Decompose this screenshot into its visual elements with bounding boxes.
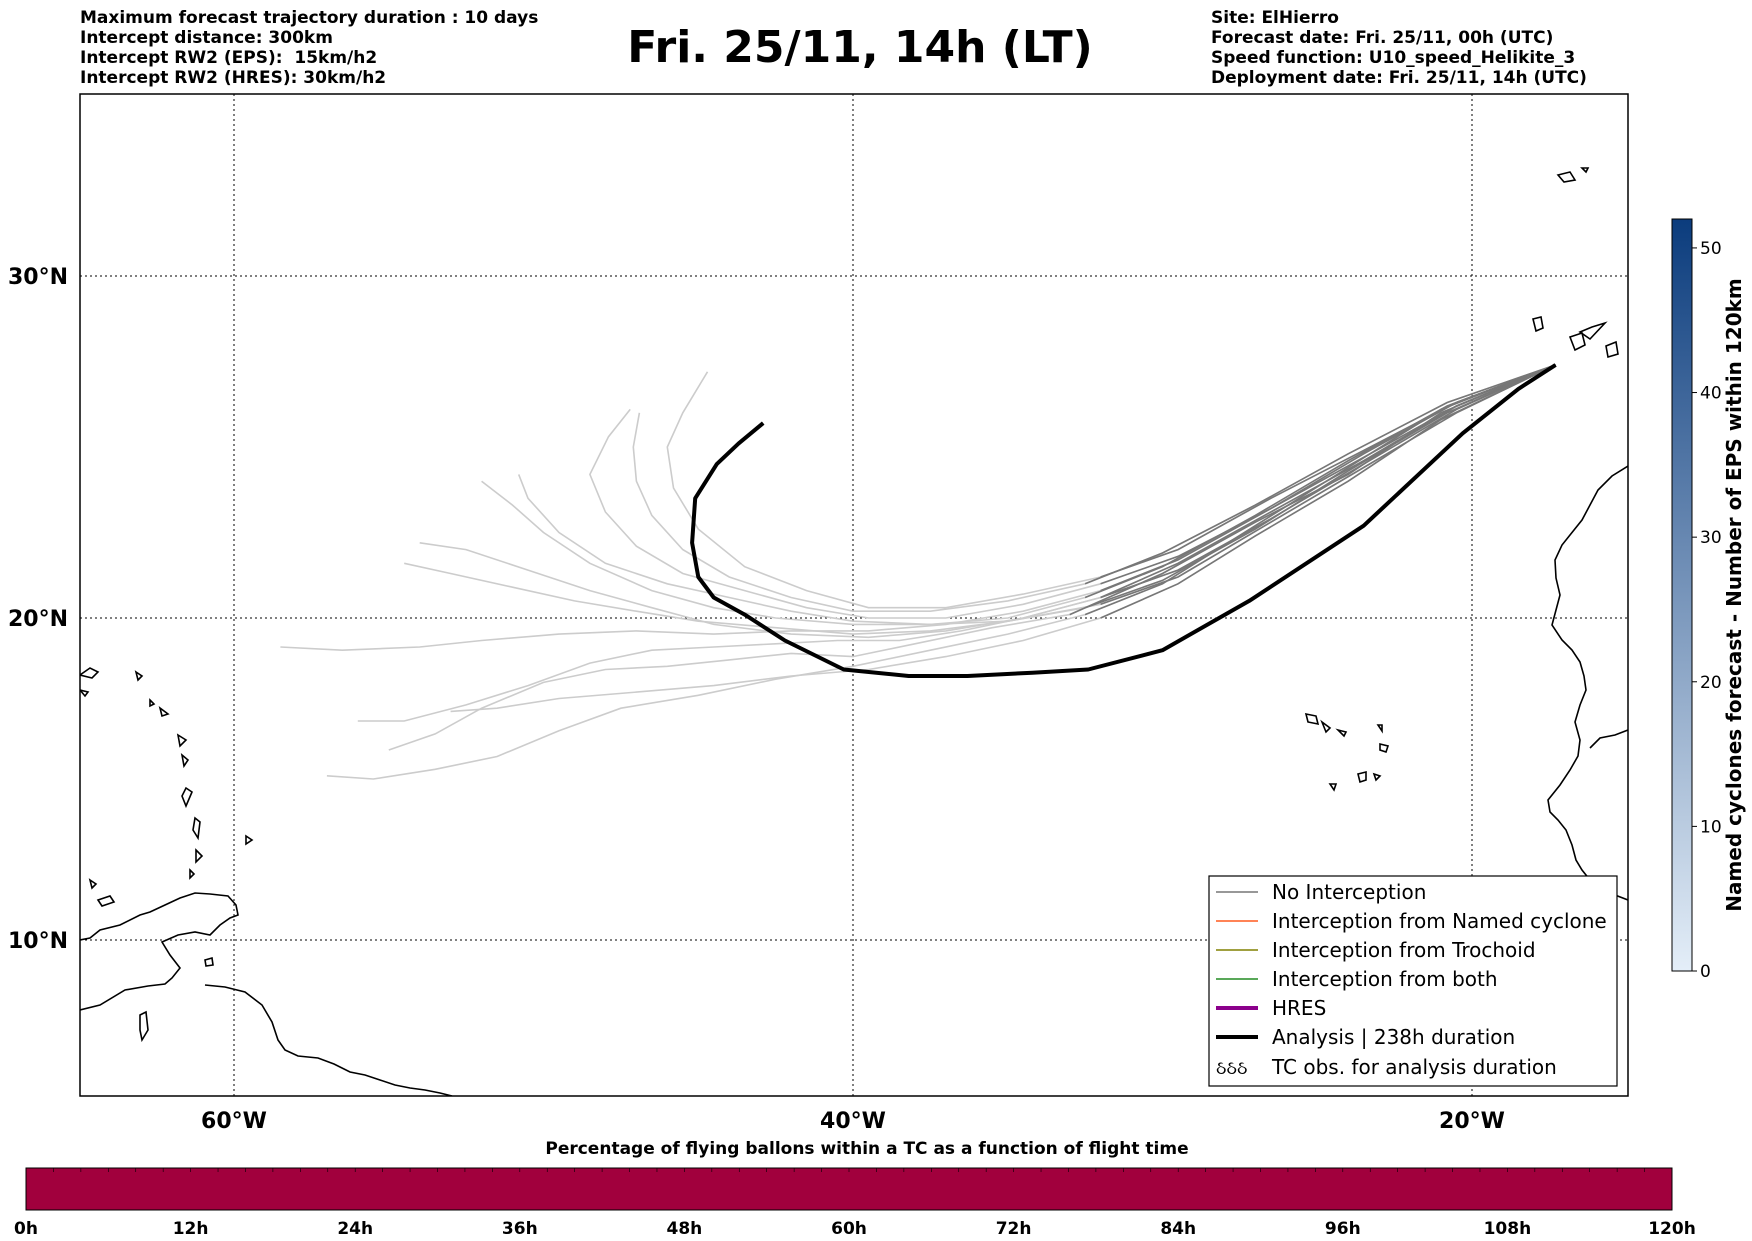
map-frame (79, 93, 1629, 1097)
colorbar-tick-label: 50 (1700, 239, 1722, 259)
percentage-bar-tick-label: 24h (337, 1219, 373, 1239)
antilles-island (176, 733, 188, 748)
colorbar-gradient (1671, 218, 1693, 972)
africa-coast (1547, 465, 1628, 901)
legend-label-tc-obs: TC obs. for analysis duration (1271, 1055, 1557, 1079)
percentage-bar-tick-label: 96h (1325, 1219, 1361, 1239)
lat-tick-label: 30°N (8, 265, 68, 290)
lat-tick-label: 10°N (8, 929, 68, 954)
colorbar-ticks: 0 10 20 30 40 50 (1692, 239, 1722, 982)
legend-label-both: Interception from both (1272, 967, 1498, 991)
lon-tick-label: 60°W (201, 1109, 267, 1134)
percentage-bar-tick-label: 84h (1160, 1219, 1196, 1239)
lat-tick-label: 20°N (8, 607, 68, 632)
cabo-verde-island (1304, 712, 1320, 726)
eps-trajectories (280, 364, 1556, 780)
cabo-verde-island (1328, 783, 1338, 792)
madeira-island (1580, 167, 1590, 174)
south-america-coast (80, 892, 239, 1011)
legend-label-no-interception: No Interception (1272, 880, 1426, 904)
colorbar-tick-label: 40 (1700, 384, 1722, 404)
forecast-date-line: Forecast date: Fri. 25/11, 00h (UTC) (1211, 28, 1554, 48)
cabo-verde-island (1320, 719, 1332, 734)
colorbar-tick-label: 0 (1700, 962, 1711, 982)
antilles-island (245, 834, 254, 846)
percentage-bar-tick-label: 48h (667, 1219, 703, 1239)
percentage-bar-tick-label: 0h (14, 1219, 38, 1239)
cabo-verde-island (1372, 772, 1382, 782)
legend-label-analysis: Analysis | 238h duration (1272, 1025, 1515, 1049)
colorbar-tick-label: 30 (1700, 528, 1722, 548)
cyclone-colorbar: 0 10 20 30 40 50 Named cyclones forecast - Nu… (1671, 218, 1746, 982)
cabo-verde-island (1357, 770, 1367, 784)
percentage-bar-tick-label: 12h (173, 1219, 209, 1239)
colorbar-label: Named cyclones forecast - Number of EPS … (1722, 278, 1746, 912)
eps-member-no-interception (1100, 364, 1556, 585)
page-title: Fri. 25/11, 14h (LT) (627, 22, 1093, 73)
colorbar-tick-label: 20 (1700, 673, 1722, 693)
antilles-island (88, 878, 98, 890)
colorbar-tick-label: 10 (1700, 817, 1722, 837)
map-legend: No Interception Interception from Named … (1208, 875, 1618, 1087)
legend-label-named-cyclone: Interception from Named cyclone (1272, 909, 1607, 933)
canary-island (1532, 316, 1544, 333)
antilles-island (192, 816, 201, 841)
deployment-date-line: Deployment date: Fri. 25/11, 14h (UTC) (1211, 68, 1587, 88)
legend-label-trochoid: Interception from Trochoid (1272, 938, 1536, 962)
eps-member-no-interception (1100, 364, 1556, 606)
margarita-island (139, 1010, 149, 1043)
antilles-island (189, 868, 196, 880)
percentage-bar-tick-labels: 0h 12h 24h 36h 48h 60h 72h 84h 96h 108h 120h (14, 1219, 1696, 1239)
legend-label-hres: HRES (1272, 996, 1326, 1020)
percentage-bar-fill (25, 1167, 1673, 1211)
antilles-island (149, 698, 156, 708)
site-line: Site: ElHierro (1211, 8, 1339, 28)
tc-obs-icon: ઠઠઠ (1216, 1058, 1247, 1079)
legend-box (1208, 875, 1618, 1087)
canary-island (1578, 321, 1608, 341)
cabo-verde-island (1376, 724, 1383, 734)
analysis-trajectory (690, 363, 1557, 678)
trinidad-island (204, 956, 214, 967)
antilles-island (80, 667, 100, 679)
percentage-bar-tick-label: 108h (1484, 1219, 1532, 1239)
canary-island (1568, 331, 1586, 352)
percentage-bar-tick-label: 36h (502, 1219, 538, 1239)
antilles-island (80, 689, 90, 698)
lon-tick-label: 40°W (820, 1109, 886, 1134)
eps-member-no-interception (1100, 364, 1556, 578)
antilles-island (180, 752, 190, 769)
eps-member-no-interception (1084, 364, 1556, 585)
axis-tick-labels: 60°W 40°W 20°W 10°N 20°N 30°N (8, 265, 1505, 1134)
cabo-verde-island (1379, 742, 1390, 754)
percentage-bar-tick-label: 120h (1648, 1219, 1696, 1239)
antilles-island (181, 786, 193, 809)
south-america-coast-east (204, 984, 453, 1096)
intercept-distance-line: Intercept distance: 300km (80, 28, 333, 48)
cabo-verde-island (1335, 728, 1348, 738)
lon-tick-label: 20°W (1439, 1109, 1505, 1134)
antilles-island (158, 706, 170, 718)
header-right-info: Site: ElHierro Forecast date: Fri. 25/11… (1211, 8, 1587, 88)
intercept-eps-line: Intercept RW2 (EPS): 15km/h2 (80, 48, 378, 68)
coastlines (80, 167, 1628, 1096)
percentage-bar-minor-ticks (53, 1168, 1645, 1172)
speed-function-line: Speed function: U10_speed_Helikite_3 (1211, 48, 1576, 68)
percentage-bar-title: Percentage of flying ballons within a TC… (545, 1139, 1189, 1159)
antilles-island (195, 848, 204, 864)
antilles-island (96, 895, 116, 907)
eps-member-no-interception (1100, 364, 1556, 599)
percentage-bar-tick-label: 72h (996, 1219, 1032, 1239)
antilles-island (134, 670, 144, 682)
intercept-hres-line: Intercept RW2 (HRES): 30km/h2 (80, 68, 387, 88)
analysis-trajectory-layer (690, 363, 1557, 678)
percentage-bar-tick-label: 60h (831, 1219, 867, 1239)
africa-coast-west-sahara (1589, 729, 1628, 749)
madeira-island (1556, 171, 1577, 183)
percentage-bar: 0h 12h 24h 36h 48h 60h 72h 84h 96h 108h 120h (14, 1167, 1696, 1239)
canary-island (1605, 340, 1619, 359)
max-duration-line: Maximum forecast trajectory duration : 1… (80, 8, 539, 28)
header-left-info: Maximum forecast trajectory duration : 1… (80, 8, 538, 88)
